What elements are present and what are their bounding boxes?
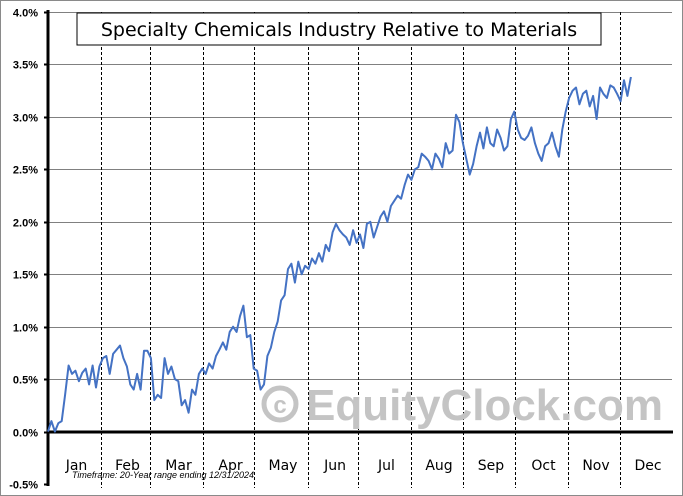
month-label-dec: Dec: [634, 458, 661, 474]
chart-title-box: Specialty Chemicals Industry Relative to…: [76, 12, 602, 46]
series-line: [47, 76, 632, 433]
month-label-sep: Sep: [478, 458, 505, 474]
month-label-jan: Jan: [65, 458, 88, 474]
y-tick-label: 1.5%: [13, 270, 38, 282]
y-axis-ticks: 4.0% 3.5% 3.0% 2.5% 2.0% 1.5% 1.0% 0.5% 0.0% -0.5…: [9, 8, 48, 492]
month-label-aug: Aug: [425, 458, 452, 474]
month-label-jul: Jul: [377, 458, 395, 474]
y-tick-label: 1.0%: [13, 323, 38, 335]
x-axis-month-labels: Jan Feb Mar Apr May Jun Jul Aug Sep Oct Nov Dec: [65, 458, 662, 474]
horizontal-gridlines: [48, 12, 672, 380]
month-label-jun: Jun: [323, 458, 346, 474]
y-tick-label: 3.5%: [13, 60, 38, 72]
y-tick-label: 2.5%: [13, 165, 38, 177]
watermark: c EquityClock.com: [261, 381, 663, 430]
timeframe-footnote: Timeframe: 20-Year range ending 12/31/20…: [72, 470, 254, 480]
watermark-text: EquityClock.com: [306, 381, 663, 430]
y-tick-label: 0.5%: [13, 375, 38, 387]
chart-title: Specialty Chemicals Industry Relative to…: [101, 19, 577, 41]
month-label-may: May: [269, 458, 298, 474]
month-label-nov: Nov: [582, 458, 609, 474]
month-label-mar: Mar: [165, 458, 192, 474]
copyright-icon: c: [273, 392, 286, 419]
month-dividers: [101, 12, 621, 488]
axes: [46, 10, 673, 486]
month-label-apr: Apr: [218, 458, 242, 474]
y-tick-label: 4.0%: [13, 8, 38, 20]
y-tick-label: -0.5%: [9, 480, 38, 492]
month-label-oct: Oct: [531, 458, 556, 474]
month-label-feb: Feb: [115, 458, 140, 474]
y-tick-label: 2.0%: [13, 218, 38, 230]
y-tick-label: 0.0%: [13, 428, 38, 440]
y-tick-label: 3.0%: [13, 113, 38, 125]
